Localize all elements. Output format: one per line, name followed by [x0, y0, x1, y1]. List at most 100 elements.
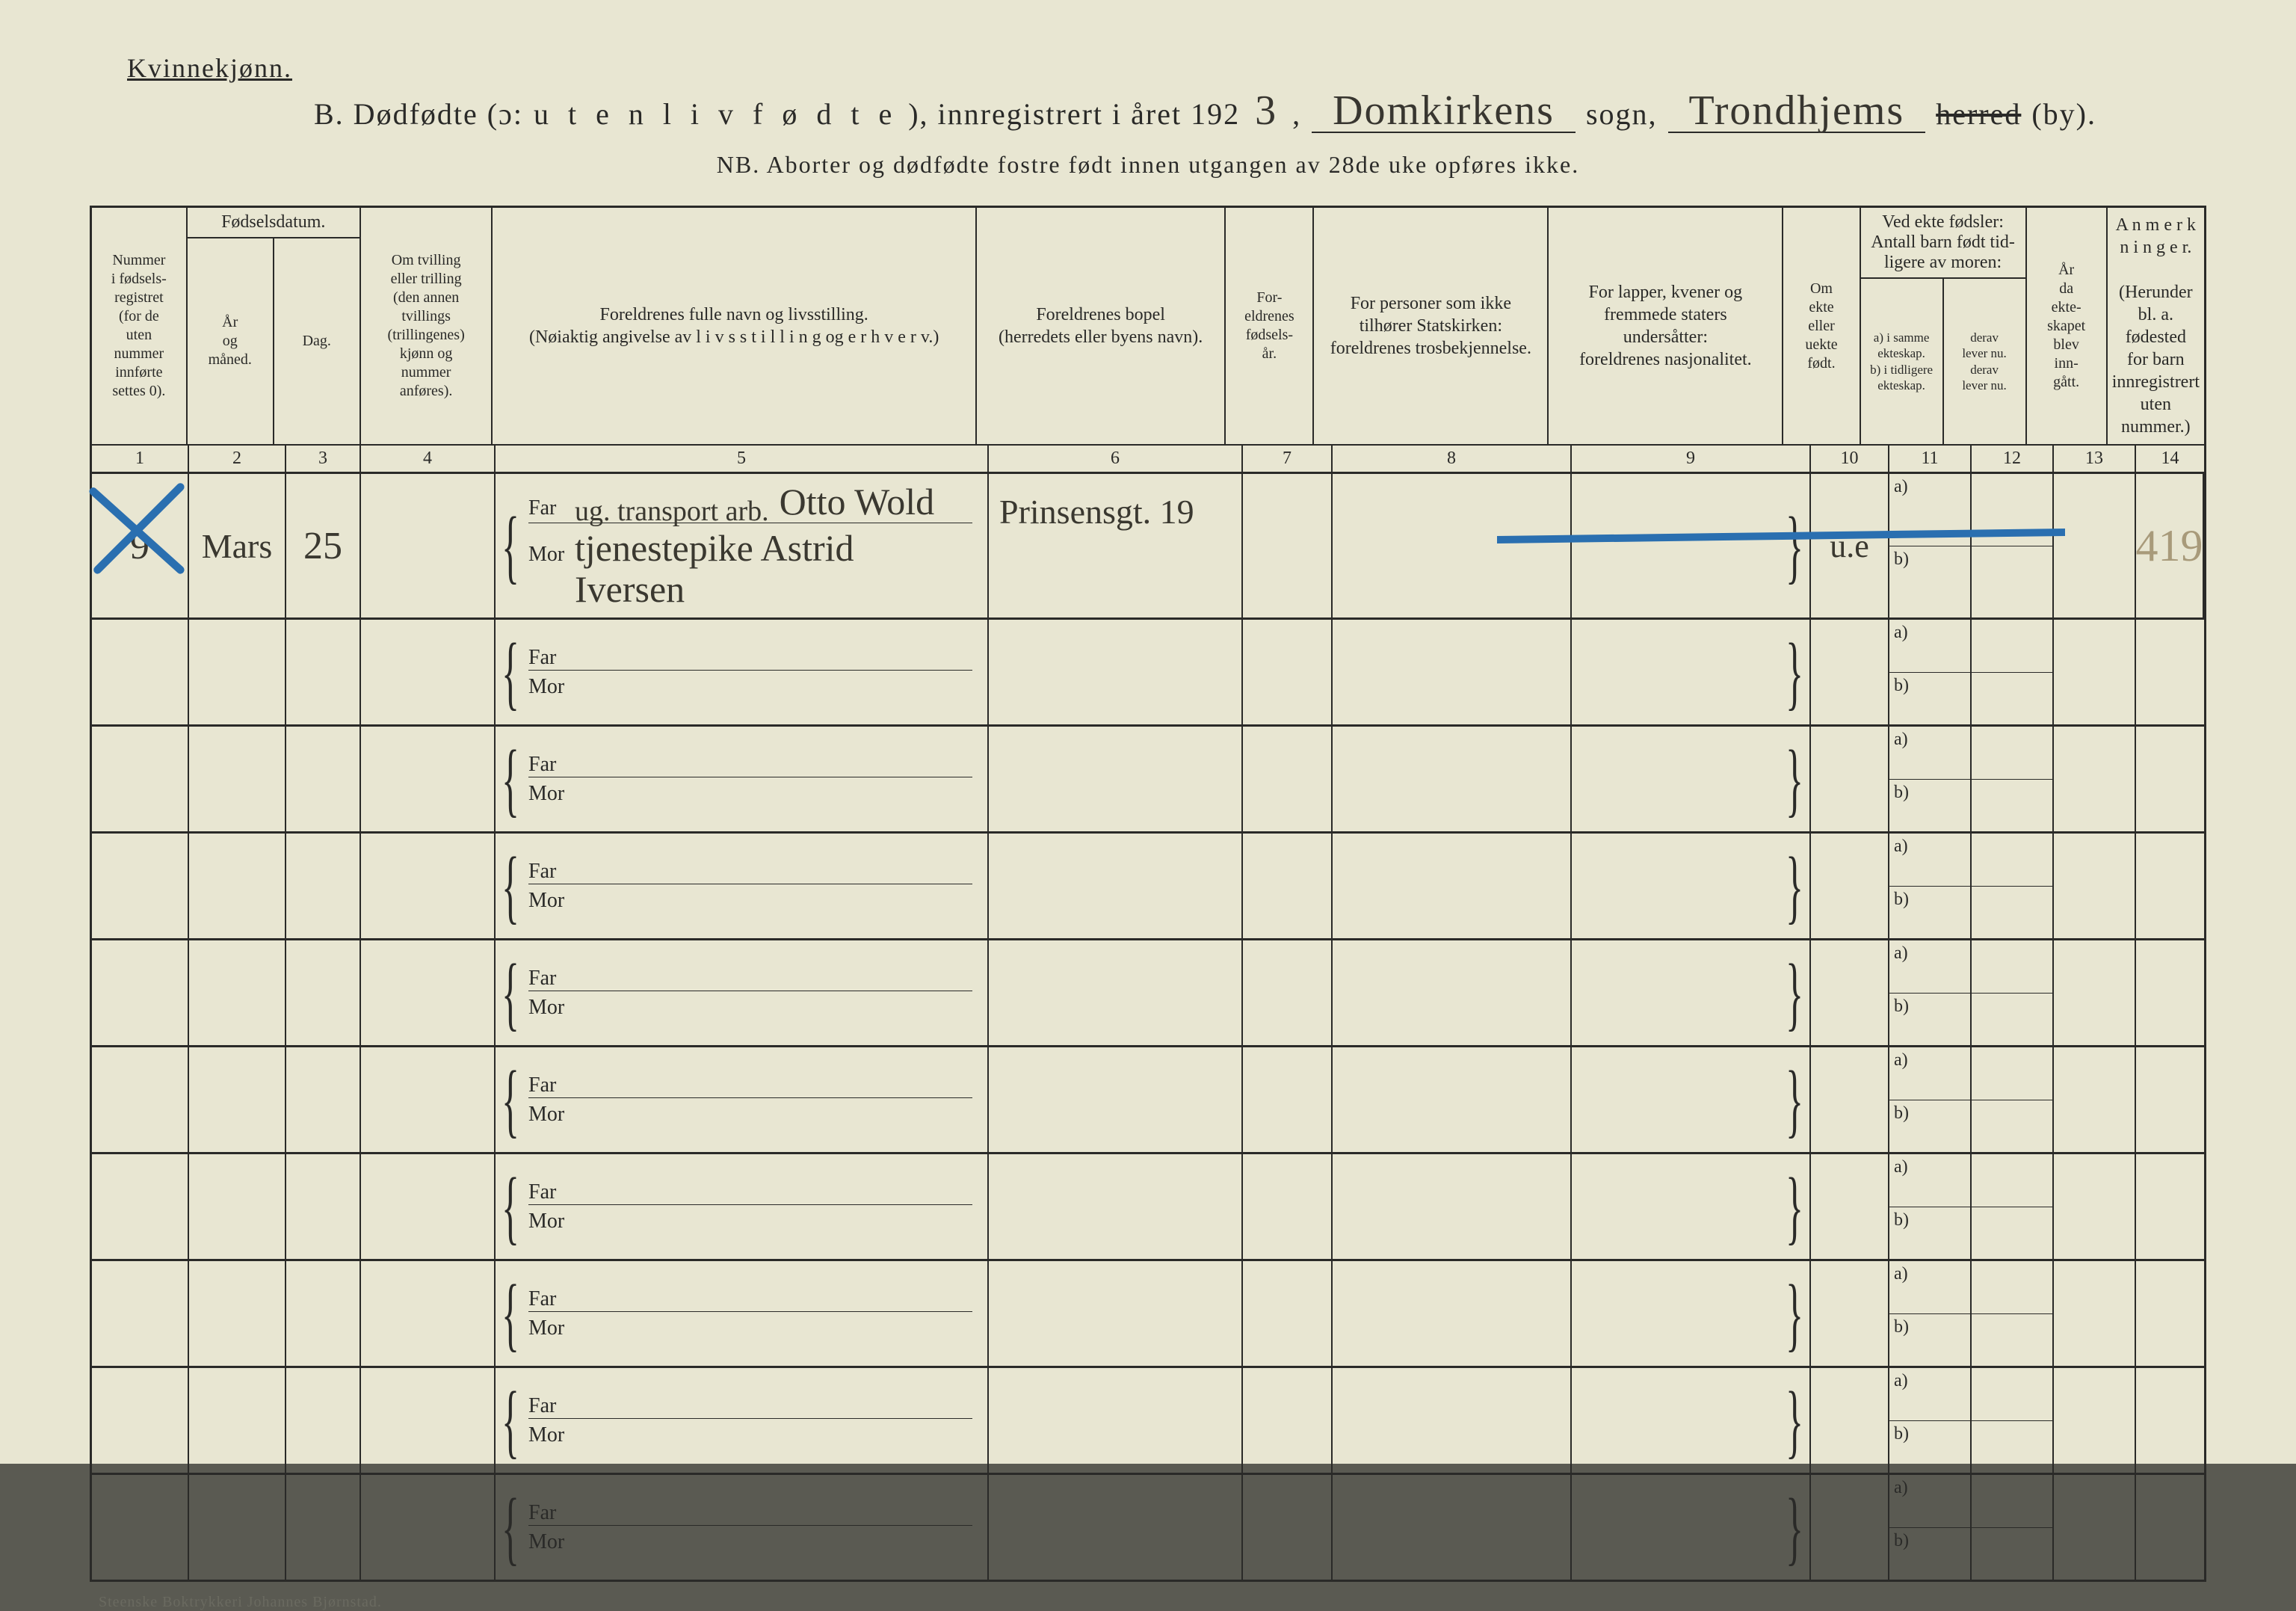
cell: [2054, 1047, 2136, 1152]
brace-right-icon: }: [1790, 627, 1800, 717]
far-label: Far: [528, 967, 564, 991]
cell: [92, 1261, 189, 1366]
cell: [2054, 727, 2136, 831]
c11b-label: b): [1889, 994, 1970, 1046]
cell: [1811, 620, 1889, 724]
entry-number: 9: [92, 474, 188, 617]
cell: [92, 940, 189, 1045]
cell: Mars: [189, 474, 286, 617]
col-group-11: Ved ekte fødsler: Antall barn født tid- …: [1861, 208, 2027, 444]
cell: [2054, 1475, 2136, 1580]
nb-line: NB. Aborter og dødfødte fostre født inne…: [90, 151, 2206, 179]
colnum-14: 14: [2136, 446, 2204, 472]
cell: }: [1572, 940, 1811, 1045]
cell: [286, 940, 361, 1045]
mor-label: Mor: [528, 782, 564, 806]
mor-name: tjenestepike Astrid Iversen: [575, 528, 972, 610]
cell: [92, 727, 189, 831]
col2a-head: År og måned.: [192, 313, 268, 369]
cell: [2136, 1047, 2204, 1152]
cell: }: [1572, 474, 1811, 617]
cell: [286, 1368, 361, 1473]
entry-day: 25: [286, 474, 359, 617]
cell: [92, 1154, 189, 1259]
brace-right-icon: }: [1790, 948, 1800, 1038]
cell: [1243, 1261, 1333, 1366]
cell: [1333, 620, 1572, 724]
table-row: {FarMor}a)b): [92, 940, 2204, 1047]
cell: [189, 834, 286, 938]
cell: [1333, 940, 1572, 1045]
cell: [989, 1475, 1243, 1580]
cell: [1333, 1368, 1572, 1473]
mor-label: Mor: [528, 1316, 564, 1340]
cell: [2054, 1154, 2136, 1259]
cell: }: [1572, 1368, 1811, 1473]
c11a-label: a): [1889, 1154, 1970, 1207]
colnum-8: 8: [1333, 446, 1572, 472]
c11b-label: b): [1889, 1528, 1970, 1580]
cell: [189, 727, 286, 831]
cell: [189, 1475, 286, 1580]
c11a-label: a): [1889, 1047, 1970, 1100]
cell: [2054, 474, 2136, 617]
cell: }: [1572, 1047, 1811, 1152]
brace-left-icon: {: [506, 1269, 516, 1358]
cell: [989, 620, 1243, 724]
cell: [92, 1368, 189, 1473]
col11-group-head: Ved ekte fødsler: Antall barn født tid- …: [1861, 208, 2025, 279]
cell: [2136, 1261, 2204, 1366]
document-page: Kvinnekjønn. B. Dødfødte (ɔ: u t e n l i…: [0, 0, 2296, 1464]
cell: [1972, 1261, 2054, 1366]
colnum-11: 11: [1889, 446, 1972, 472]
colnum-12: 12: [1972, 446, 2054, 472]
cell: a)b): [1889, 474, 1972, 617]
brace-left-icon: {: [506, 1482, 516, 1572]
parents-block: FarMor: [496, 1154, 987, 1259]
herred-struck: herred: [1936, 96, 2021, 132]
col13-head: År da ekte- skapet blev inn- gått.: [2031, 261, 2102, 392]
cell: }: [1572, 727, 1811, 831]
cell: {FarMor: [496, 1261, 989, 1366]
colnum-7: 7: [1243, 446, 1333, 472]
cell: [361, 1261, 496, 1366]
cell: [361, 834, 496, 938]
cell: a)b): [1889, 1475, 1972, 1580]
c11b-label: b): [1889, 887, 1970, 939]
c11a-label: a): [1889, 834, 1970, 887]
entry-bolig: Prinsensgt. 19: [989, 474, 1241, 617]
cell: [989, 727, 1243, 831]
brace-left-icon: {: [506, 627, 516, 717]
cell: [1811, 834, 1889, 938]
colnum-13: 13: [2054, 446, 2136, 472]
far-label: Far: [528, 1501, 564, 1525]
cell: [2136, 727, 2204, 831]
cell: [1972, 1047, 2054, 1152]
cell: [1972, 1368, 2054, 1473]
cell: [361, 727, 496, 831]
cell: [1972, 1154, 2054, 1259]
table-row: 9Mars25{Farug. transport arb.Otto WoldMo…: [92, 474, 2204, 620]
cell: 419: [2136, 474, 2204, 617]
cell: [1243, 1154, 1333, 1259]
cell: a)b): [1889, 1154, 1972, 1259]
mor-label: Mor: [528, 1210, 564, 1233]
cell: [286, 834, 361, 938]
col14-head: A n m e r k n i n g e r. (Herunder bl. a…: [2112, 214, 2200, 438]
cell: [286, 620, 361, 724]
cell: [1333, 474, 1572, 617]
cell: 25: [286, 474, 361, 617]
cell: [1243, 727, 1333, 831]
colnum-5: 5: [496, 446, 989, 472]
parents-block: FarMor: [496, 1261, 987, 1366]
parents-block: FarMor: [496, 940, 987, 1045]
cell: [989, 1368, 1243, 1473]
cell: [989, 1261, 1243, 1366]
table-header: Nummer i fødsels- registret (for de uten…: [92, 208, 2204, 446]
cell: [1333, 1475, 1572, 1580]
col6-head: Foreldrenes bopel (herredets eller byens…: [981, 304, 1220, 348]
col4-head: Om tvilling eller trilling (den annen tv…: [365, 251, 487, 401]
c11b-label: b): [1889, 1100, 1970, 1153]
c11b-label: b): [1889, 780, 1970, 832]
cell: {FarMor: [496, 940, 989, 1045]
